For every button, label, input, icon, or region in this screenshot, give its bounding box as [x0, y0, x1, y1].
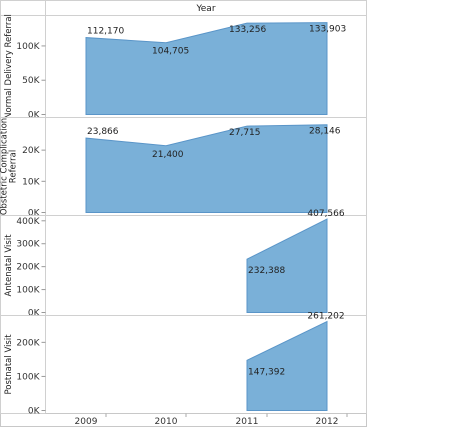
x-tick-label: 2010	[155, 417, 178, 427]
y-tick-label: 0K	[28, 407, 41, 417]
panel-normal-delivery-referral: Normal Delivery Referral 0K 50K 100K 112,170…	[0, 14, 367, 121]
y-tick-label: 0K	[28, 209, 41, 219]
x-tick-label: 2012	[316, 417, 339, 427]
panel-antenatal-visit: Antenatal Visit 0K 100K 200K 300K 400K 232,388…	[0, 209, 367, 319]
data-label: 21,400	[152, 150, 184, 160]
series-area	[246, 320, 328, 411]
column-header: Year	[195, 4, 215, 14]
y-tick-label: 0K	[28, 111, 41, 121]
data-label: 28,146	[309, 127, 341, 137]
data-label: 407,566	[307, 209, 344, 219]
y-tick-label: 400K	[16, 217, 40, 227]
data-label: 112,170	[87, 27, 124, 37]
data-label: 23,866	[87, 127, 119, 137]
row-label: Referral	[9, 150, 19, 183]
x-axis: 2009 2010 2011 2012	[45, 413, 367, 427]
y-tick-label: 0K	[28, 309, 41, 319]
data-label: 232,388	[248, 266, 285, 276]
data-label: 147,392	[248, 367, 285, 377]
series-area	[246, 218, 328, 313]
y-tick-label: 20K	[22, 146, 40, 156]
data-label: 27,715	[229, 128, 261, 138]
series-area	[85, 22, 328, 115]
row-label: Postnatal Visit	[4, 334, 14, 395]
row-label: Obstetric Complication	[0, 118, 10, 215]
y-tick-label: 100K	[16, 286, 40, 296]
header-corner	[0, 0, 46, 16]
series-area	[85, 124, 328, 213]
y-tick-label: 200K	[16, 263, 40, 273]
x-tick-label: 2011	[236, 417, 259, 427]
row-label: Normal Delivery Referral	[4, 14, 14, 119]
panel-postnatal-visit: Postnatal Visit 0K 100K 200K 147,392 261,202	[0, 311, 367, 417]
panels: Normal Delivery Referral 0K 50K 100K 112,170…	[0, 14, 367, 417]
data-label: 104,705	[152, 47, 189, 57]
y-tick-label: 300K	[16, 240, 40, 250]
y-tick-label: 50K	[22, 76, 40, 86]
x-tick-label: 2009	[75, 417, 98, 427]
y-tick-label: 100K	[16, 42, 40, 52]
data-label: 133,903	[309, 25, 346, 35]
data-label: 133,256	[229, 25, 266, 35]
y-tick-label: 200K	[16, 338, 40, 348]
y-tick-label: 100K	[16, 372, 40, 382]
y-tick-label: 10K	[22, 177, 40, 187]
row-label: Antenatal Visit	[4, 234, 14, 297]
panel-obstetric-complication-referral: Obstetric Complication Referral 0K 10K 20K 23…	[0, 117, 367, 219]
data-label: 261,202	[307, 311, 344, 321]
